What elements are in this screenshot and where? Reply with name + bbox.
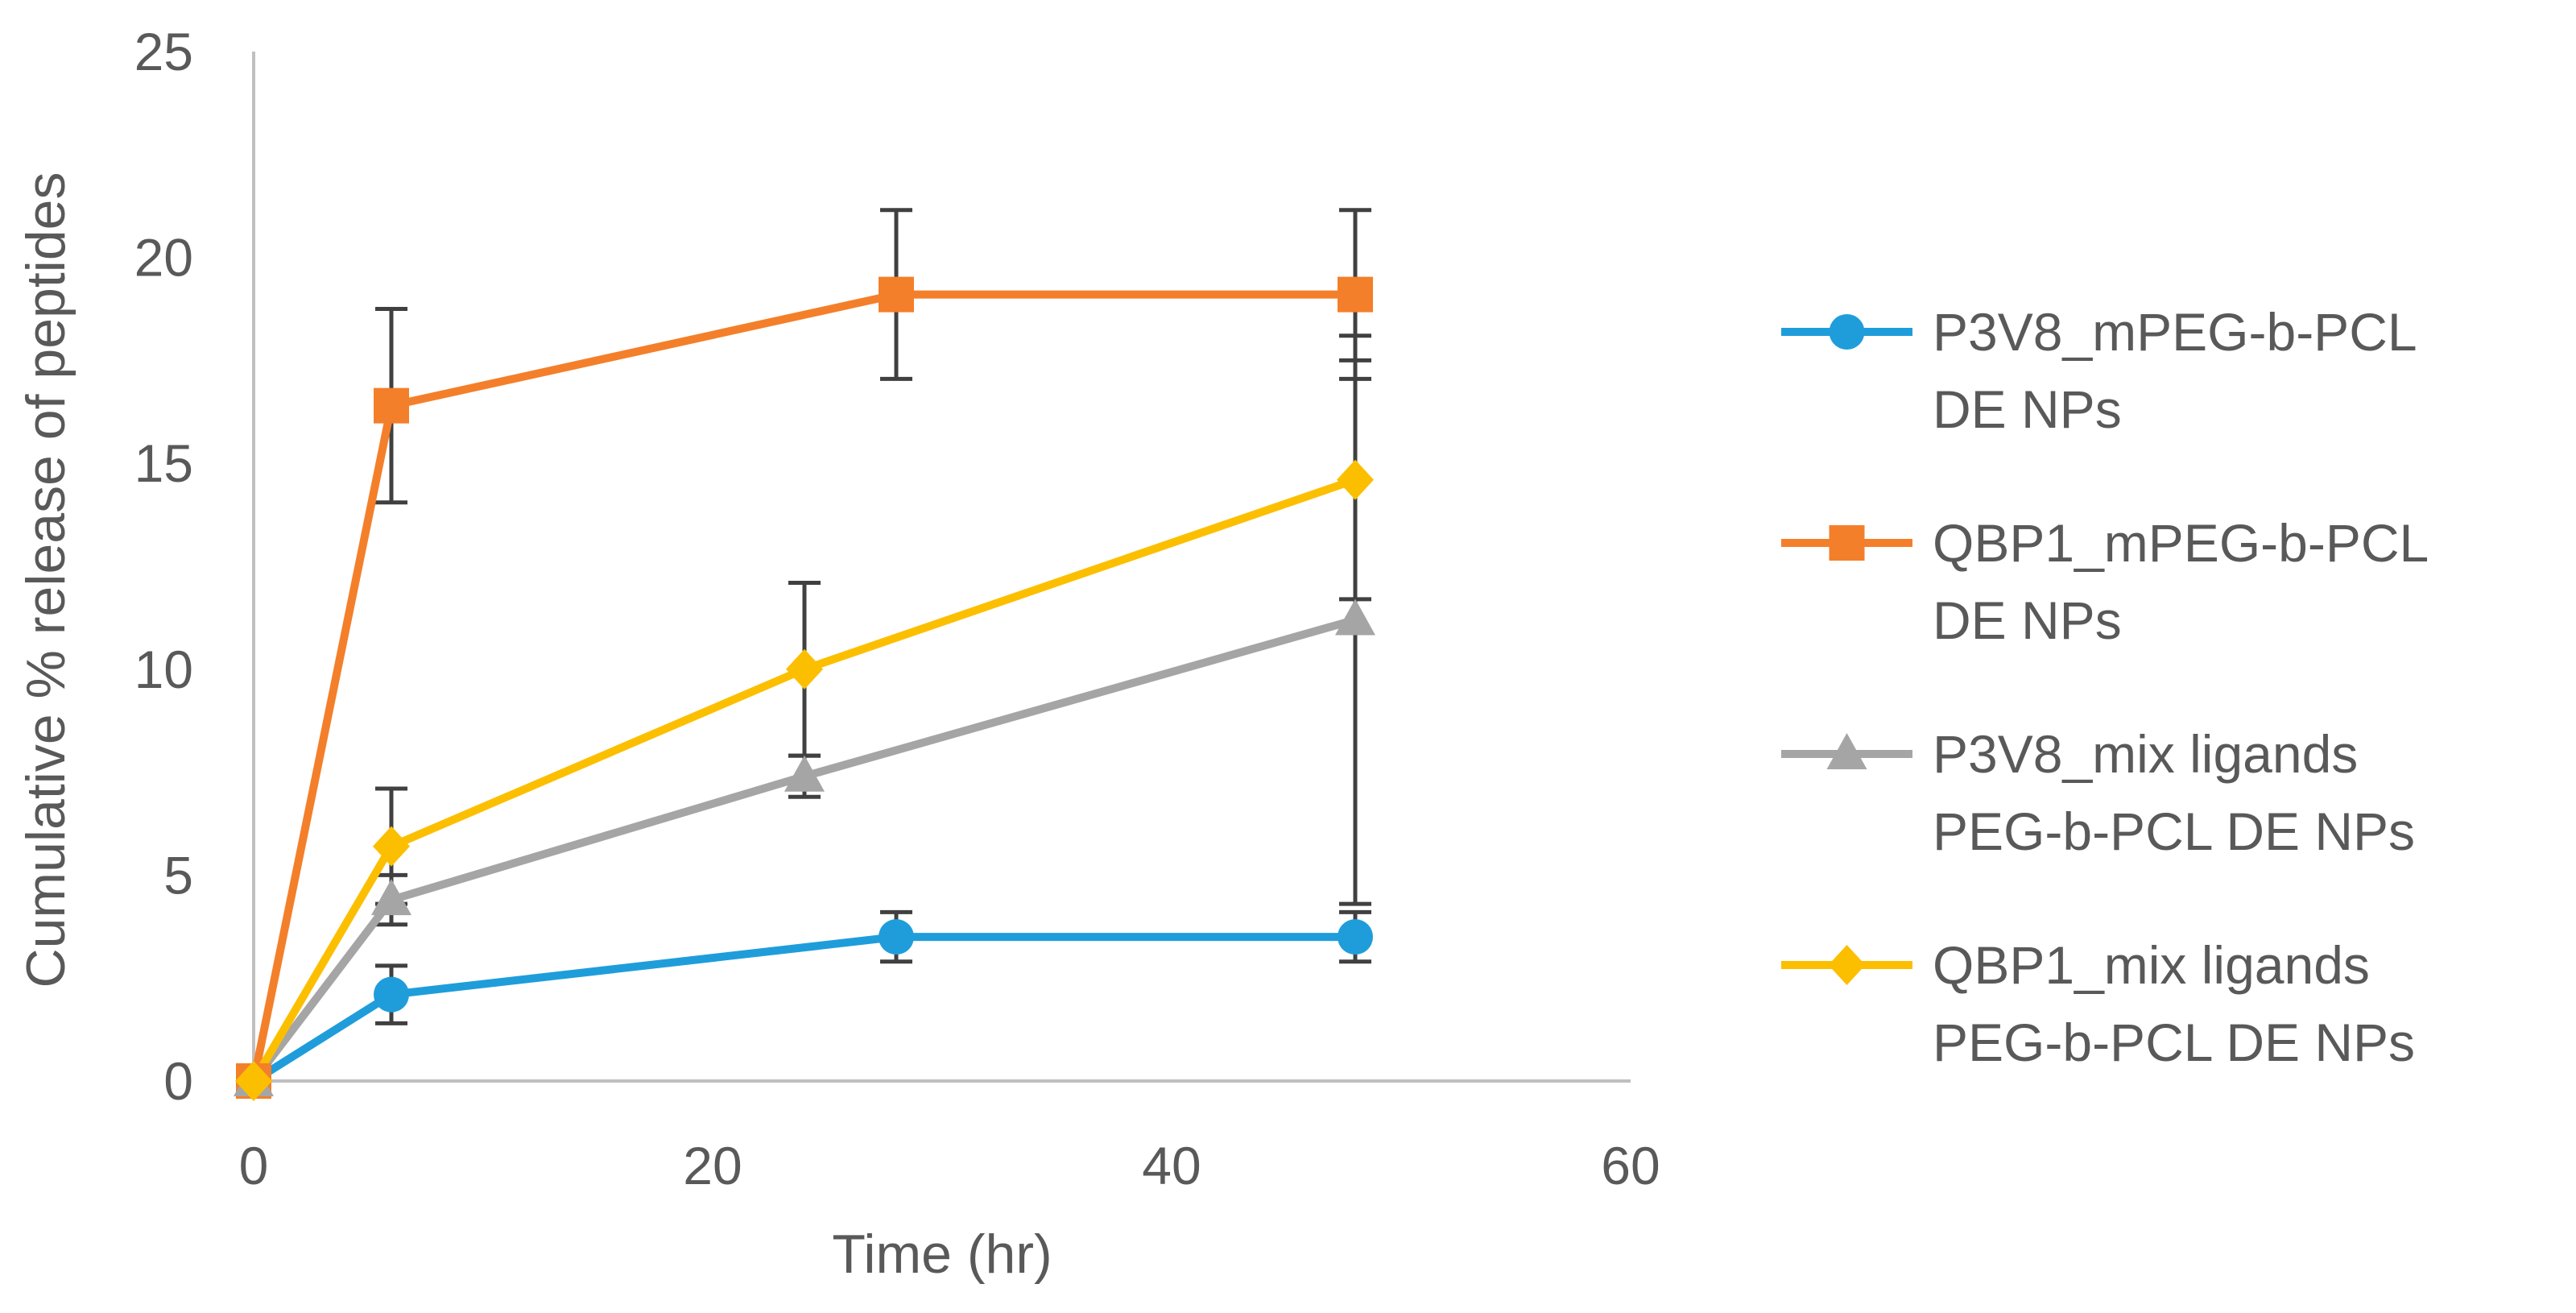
y-tick-label: 20 xyxy=(134,228,193,288)
legend-entry: QBP1_mix ligands PEG-b-PCL DE NPs xyxy=(1781,935,2415,1072)
series-lines xyxy=(250,290,1357,1085)
legend-swatch-marker xyxy=(1829,525,1865,561)
data-point xyxy=(784,755,825,792)
series-markers xyxy=(234,276,1375,1101)
data-point xyxy=(235,1061,272,1101)
tick-labels: 0 5 10 15 20 25 0 20 40 60 xyxy=(134,22,1660,1195)
legend-label: QBP1_mix ligands PEG-b-PCL DE NPs xyxy=(1933,935,2415,1072)
data-point xyxy=(1335,599,1375,636)
legend-swatch-marker xyxy=(1829,314,1865,350)
data-point xyxy=(374,976,409,1013)
data-point xyxy=(879,276,914,313)
legend-swatch-marker xyxy=(1826,733,1867,769)
data-point xyxy=(371,879,411,916)
data-point xyxy=(879,919,914,955)
data-point xyxy=(1337,459,1374,500)
legend-label-line: PEG-b-PCL DE NPs xyxy=(1933,1013,2415,1072)
series-line xyxy=(250,615,1357,1084)
data-point xyxy=(374,387,409,424)
x-tick-label: 0 xyxy=(239,1136,269,1195)
x-tick-label: 60 xyxy=(1601,1136,1660,1195)
legend-label-line: DE NPs xyxy=(1933,590,2122,650)
x-tick-label: 20 xyxy=(683,1136,742,1195)
legend-label: P3V8_mix ligands PEG-b-PCL DE NPs xyxy=(1933,724,2415,861)
legend-entry: P3V8_mPEG-b-PCL DE NPs xyxy=(1781,302,2417,439)
legend-label-line: P3V8_mPEG-b-PCL xyxy=(1933,302,2417,362)
legend-label: QBP1_mPEG-b-PCL DE NPs xyxy=(1933,513,2429,650)
x-axis-title: Time (hr) xyxy=(832,1224,1052,1285)
series-line xyxy=(250,475,1357,1083)
y-tick-label: 0 xyxy=(163,1051,193,1111)
data-point xyxy=(786,648,823,690)
y-tick-label: 15 xyxy=(134,433,193,493)
data-point xyxy=(1338,276,1373,313)
series-line xyxy=(250,290,1355,1082)
axes xyxy=(252,52,1631,1083)
legend-label-line: DE NPs xyxy=(1933,379,2122,439)
legend-swatch-marker xyxy=(1828,945,1866,985)
y-axis-title: Cumulative % release of peptides xyxy=(15,172,76,988)
y-tick-label: 25 xyxy=(134,22,193,81)
legend-label-line: QBP1_mix ligands xyxy=(1933,935,2370,995)
legend-entry: P3V8_mix ligands PEG-b-PCL DE NPs xyxy=(1781,724,2415,861)
x-tick-label: 40 xyxy=(1142,1136,1201,1195)
data-point xyxy=(373,826,410,867)
error-bars xyxy=(375,208,1371,1025)
y-tick-label: 10 xyxy=(134,640,193,699)
legend-label: P3V8_mPEG-b-PCL DE NPs xyxy=(1933,302,2417,439)
y-tick-label: 5 xyxy=(163,845,193,905)
legend-label-line: PEG-b-PCL DE NPs xyxy=(1933,801,2415,861)
legend-label-line: P3V8_mix ligands xyxy=(1933,724,2358,784)
series-line xyxy=(251,933,1355,1085)
legend: P3V8_mPEG-b-PCL DE NPs QBP1_mPEG-b-PCL DE N… xyxy=(1781,302,2429,1072)
legend-entry: QBP1_mPEG-b-PCL DE NPs xyxy=(1781,513,2429,650)
data-point xyxy=(1338,919,1373,955)
legend-label-line: QBP1_mPEG-b-PCL xyxy=(1933,513,2429,573)
